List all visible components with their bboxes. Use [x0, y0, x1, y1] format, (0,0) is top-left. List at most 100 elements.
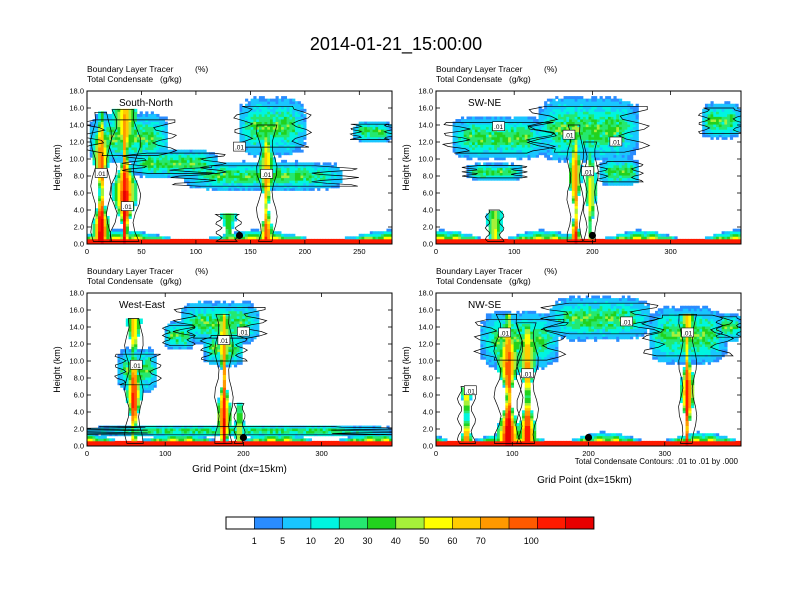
field-cell — [245, 180, 249, 184]
field-cell — [552, 111, 556, 115]
field-cell — [635, 238, 639, 242]
field-cell — [569, 170, 573, 173]
field-cell — [294, 126, 299, 130]
field-cell — [233, 185, 238, 189]
field-cell — [203, 185, 207, 189]
field-cell — [483, 142, 487, 145]
field-cell — [245, 116, 249, 120]
field-cell — [222, 241, 227, 244]
field-cell — [483, 136, 487, 140]
field-cell — [123, 198, 127, 202]
field-cell — [533, 152, 537, 156]
field-cell — [630, 238, 634, 242]
field-cell — [599, 111, 603, 115]
field-cell — [103, 213, 107, 217]
field-cell — [283, 144, 288, 148]
field-cell — [139, 233, 143, 237]
field-cell — [458, 144, 462, 148]
field-cell — [541, 124, 545, 128]
field-cell — [596, 121, 600, 125]
field-cell — [591, 175, 595, 179]
field-cell — [627, 162, 631, 166]
field-cell — [463, 152, 467, 156]
field-cell — [228, 221, 232, 224]
field-cell — [236, 241, 240, 244]
field-cell — [466, 170, 470, 173]
field-cell — [225, 175, 229, 179]
field-cell — [521, 139, 526, 143]
field-cell — [145, 124, 149, 128]
field-cell — [635, 142, 639, 145]
field-cell — [502, 134, 506, 138]
field-cell — [292, 175, 296, 179]
field-cell — [272, 144, 276, 148]
field-cell — [131, 131, 135, 135]
field-cell — [649, 241, 653, 244]
field-cell — [378, 139, 382, 143]
field-cell — [136, 134, 141, 138]
field-cell — [585, 139, 589, 143]
field-cell — [294, 241, 299, 244]
field-cell — [460, 116, 465, 120]
field-cell — [189, 152, 193, 156]
field-cell — [605, 236, 609, 240]
field-cell — [580, 139, 584, 143]
field-cell — [256, 152, 260, 156]
field-cell — [519, 116, 523, 120]
field-cell — [139, 175, 143, 179]
field-cell — [294, 129, 299, 133]
field-cell — [607, 103, 612, 107]
field-cell — [558, 139, 562, 143]
field-cell — [630, 136, 634, 140]
field-cell — [95, 164, 99, 168]
field-cell — [297, 136, 301, 140]
field-cell — [125, 226, 129, 230]
field-cell — [278, 233, 282, 237]
field-cell — [120, 119, 124, 122]
field-cell — [272, 129, 276, 133]
field-cell — [123, 113, 127, 117]
field-cell — [477, 134, 481, 138]
field-cell — [627, 116, 631, 120]
field-cell — [594, 96, 598, 100]
field-cell — [494, 139, 498, 143]
field-cell — [386, 231, 390, 235]
field-cell — [649, 231, 653, 235]
field-cell — [139, 236, 143, 240]
field-cell — [485, 134, 490, 138]
field-cell — [283, 164, 288, 168]
field-cell — [283, 177, 288, 181]
field-cell — [103, 126, 107, 130]
field-cell — [264, 193, 268, 196]
field-cell — [289, 129, 293, 133]
field-cell — [521, 129, 526, 133]
field-cell — [139, 154, 143, 158]
field-cell — [505, 170, 509, 173]
field-cell — [502, 177, 506, 181]
field-cell — [591, 195, 595, 199]
field-cell — [582, 101, 587, 105]
field-cell — [491, 238, 495, 242]
field-cell — [621, 144, 625, 148]
field-cell — [136, 113, 141, 117]
field-cell — [477, 139, 481, 143]
field-cell — [571, 236, 576, 240]
field-cell — [117, 233, 121, 237]
field-cell — [616, 233, 620, 237]
field-cell — [270, 226, 274, 230]
field-cell — [161, 170, 166, 173]
field-cell — [516, 121, 520, 125]
location-marker — [235, 231, 244, 240]
field-cell — [189, 241, 193, 244]
field-cell — [474, 139, 478, 143]
field-cell — [145, 144, 149, 148]
field-cell — [463, 134, 467, 138]
field-cell — [519, 152, 523, 156]
field-cell — [117, 121, 121, 125]
field-cell — [120, 238, 124, 242]
field-cell — [635, 126, 639, 130]
field-cell — [558, 142, 562, 145]
field-cell — [239, 164, 243, 168]
field-cell — [95, 210, 99, 214]
field-cell — [114, 154, 118, 158]
